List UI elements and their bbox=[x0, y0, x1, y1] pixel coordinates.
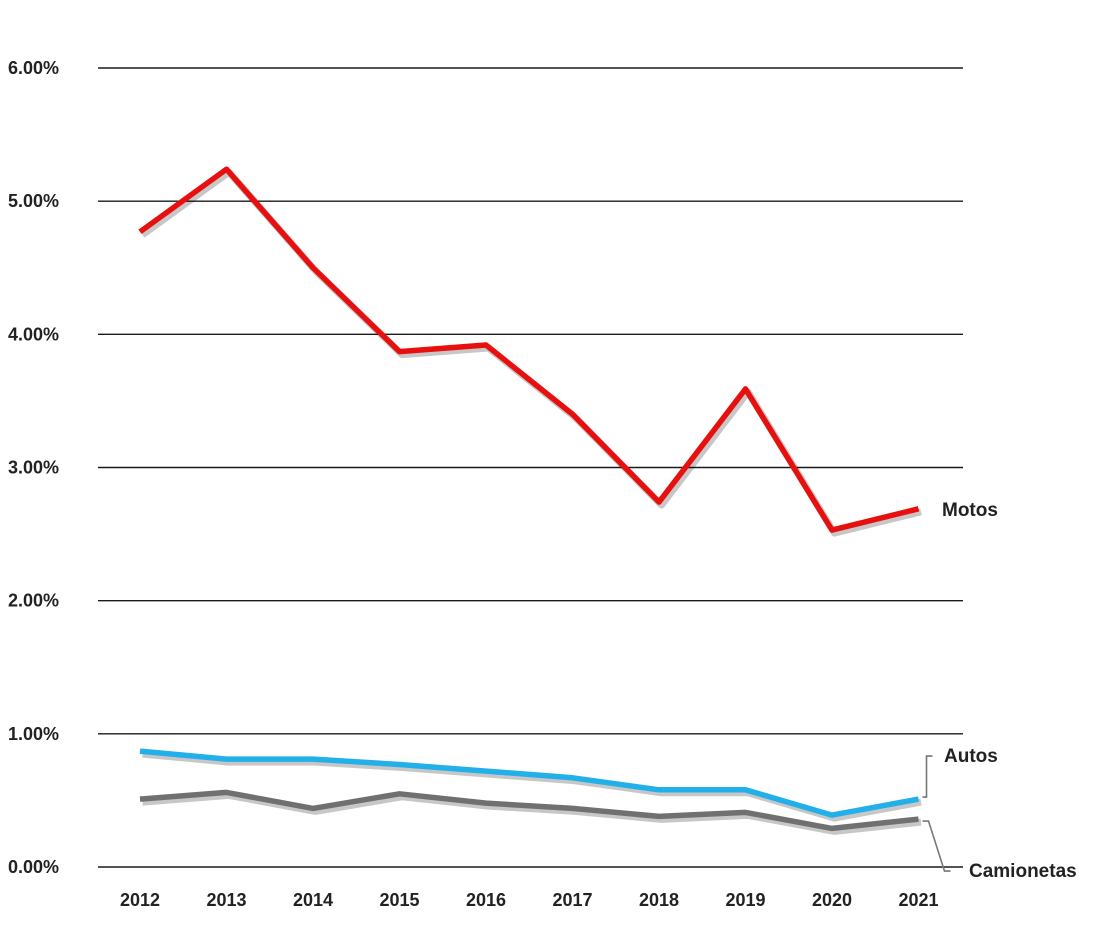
series-label-autos: Autos bbox=[944, 746, 998, 767]
y-tick-label: 4.00% bbox=[8, 324, 59, 344]
y-tick-label: 6.00% bbox=[8, 58, 59, 78]
x-tick-label: 2013 bbox=[206, 890, 246, 910]
series-line-autos bbox=[139, 748, 920, 818]
gridlines bbox=[98, 67, 963, 868]
x-tick-label: 2012 bbox=[120, 890, 160, 910]
x-axis-tick-labels: 2012 2013 2014 2015 2016 2017 2018 2019 2020 2021 bbox=[120, 890, 939, 910]
y-tick-label: 5.00% bbox=[8, 191, 59, 211]
x-tick-label: 2015 bbox=[379, 890, 419, 910]
leader-line-camionetas bbox=[922, 820, 951, 872]
series-line-camionetas bbox=[139, 789, 919, 832]
x-tick-label: 2019 bbox=[725, 890, 765, 910]
series-line-motos bbox=[138, 166, 920, 533]
y-axis-tick-labels: 0.00% 1.00% 2.00% 3.00% 4.00% 5.00% 6.00% bbox=[8, 58, 59, 877]
x-tick-label: 2020 bbox=[812, 890, 852, 910]
y-tick-label: 2.00% bbox=[8, 591, 59, 611]
series-lines bbox=[138, 166, 922, 835]
x-tick-label: 2017 bbox=[552, 890, 592, 910]
series-shadow-motos bbox=[140, 168, 922, 537]
x-tick-label: 2018 bbox=[639, 890, 679, 910]
x-tick-label: 2014 bbox=[293, 890, 333, 910]
leader-line-autos bbox=[922, 755, 933, 798]
y-tick-label: 0.00% bbox=[8, 857, 59, 877]
series-labels: Motos Autos Camionetas bbox=[922, 500, 1077, 882]
series-label-camionetas: Camionetas bbox=[969, 861, 1077, 882]
series-label-motos: Motos bbox=[942, 500, 998, 521]
x-tick-label: 2016 bbox=[466, 890, 506, 910]
y-tick-label: 1.00% bbox=[8, 724, 59, 744]
y-tick-label: 3.00% bbox=[8, 458, 59, 478]
x-tick-label: 2021 bbox=[898, 890, 938, 910]
